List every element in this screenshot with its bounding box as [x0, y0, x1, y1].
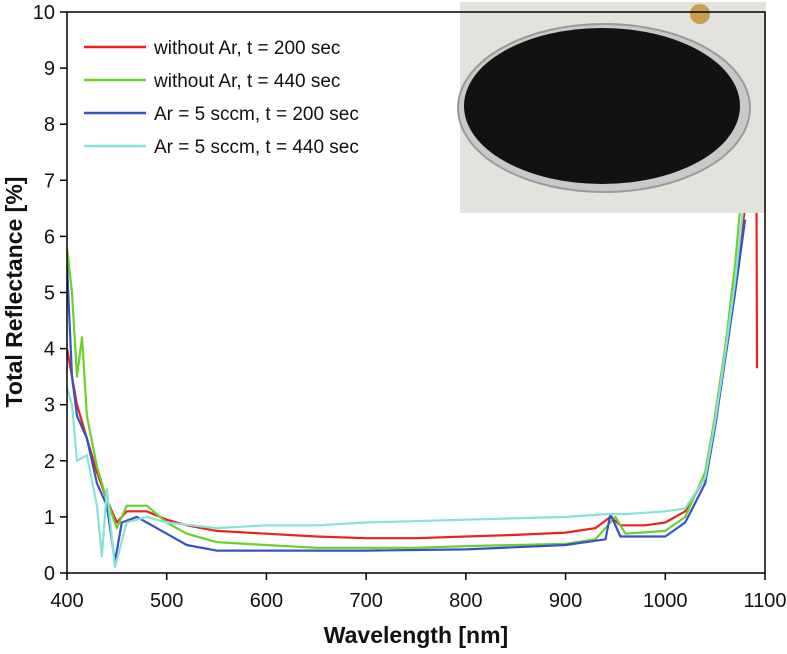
- y-tick-label: 7: [44, 170, 55, 192]
- y-tick-label: 3: [44, 395, 55, 417]
- legend-text: without Ar, t = 440 sec: [153, 71, 340, 92]
- y-tick-label: 5: [44, 283, 55, 305]
- y-tick-label: 9: [44, 58, 55, 80]
- x-tick-label: 400: [50, 590, 83, 612]
- legend-text: Ar = 5 sccm, t = 200 sec: [154, 104, 359, 125]
- y-tick-label: 6: [44, 226, 55, 248]
- x-tick-label: 1100: [743, 590, 786, 612]
- y-tick-label: 4: [44, 339, 55, 361]
- x-tick-label: 500: [150, 590, 183, 612]
- x-axis-title: Wavelength [nm]: [324, 622, 508, 648]
- y-tick-label: 10: [33, 2, 55, 24]
- x-tick-label: 900: [549, 590, 582, 612]
- y-tick-label: 1: [44, 507, 55, 529]
- y-tick-label: 0: [44, 563, 55, 585]
- inset-photo: [457, 2, 766, 213]
- x-tick-label: 700: [349, 590, 382, 612]
- legend-text: Ar = 5 sccm, t = 440 sec: [154, 137, 359, 158]
- y-axis-title: Total Reflectance [%]: [1, 177, 27, 408]
- y-tick-label: 2: [44, 451, 55, 473]
- x-tick-label: 1000: [643, 590, 688, 612]
- series-line: [67, 219, 747, 563]
- x-tick-label: 600: [250, 590, 283, 612]
- legend-text: without Ar, t = 200 sec: [153, 38, 340, 59]
- series-line: [67, 208, 742, 549]
- y-tick-label: 8: [44, 114, 55, 136]
- x-tick-label: 800: [449, 590, 482, 612]
- series-line: [67, 208, 745, 569]
